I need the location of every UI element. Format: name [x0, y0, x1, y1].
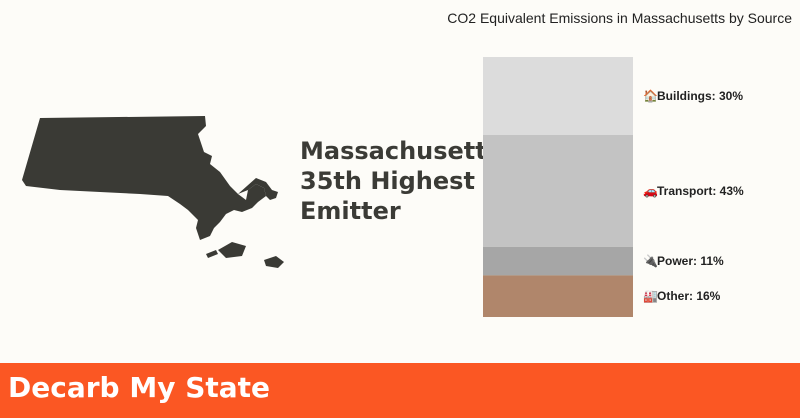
bar-segment-buildings — [483, 57, 633, 135]
bar-segment-other — [483, 275, 633, 317]
segment-label-other: Other: 16% — [657, 289, 721, 303]
massachusetts-mainland — [22, 116, 266, 240]
state-rank-heading: Massachusetts 35th Highest Emitter — [300, 136, 502, 226]
elizabeth-islands — [206, 250, 218, 258]
emissions-stacked-bar-chart: 🏠 Buildings: 30% 🚗 Transport: 43% 🔌 Power: 11… — [483, 57, 744, 317]
rank-text: 35th Highest — [300, 167, 475, 195]
bar-segment-transport — [483, 135, 633, 247]
car-icon: 🚗 — [643, 184, 658, 198]
state-name: Massachusetts — [300, 137, 502, 165]
brand-title: Decarb My State — [8, 371, 271, 404]
nantucket-island — [264, 256, 284, 268]
footer-banner: Decarb My State — [0, 363, 800, 418]
segment-label-buildings: Buildings: 30% — [657, 89, 743, 103]
segment-label-power: Power: 11% — [657, 254, 724, 268]
bar-segment-power — [483, 246, 633, 276]
massachusetts-map — [22, 116, 284, 268]
segment-label-transport: Transport: 43% — [657, 184, 744, 198]
marthas-vineyard-island — [218, 242, 246, 258]
cape-cod-hook — [238, 178, 278, 200]
emitter-text: Emitter — [300, 197, 401, 225]
chart-title: CO2 Equivalent Emissions in Massachusett… — [447, 10, 792, 26]
factory-icon: 🏭 — [643, 289, 658, 303]
house-icon: 🏠 — [643, 89, 658, 103]
plug-icon: 🔌 — [643, 254, 658, 268]
